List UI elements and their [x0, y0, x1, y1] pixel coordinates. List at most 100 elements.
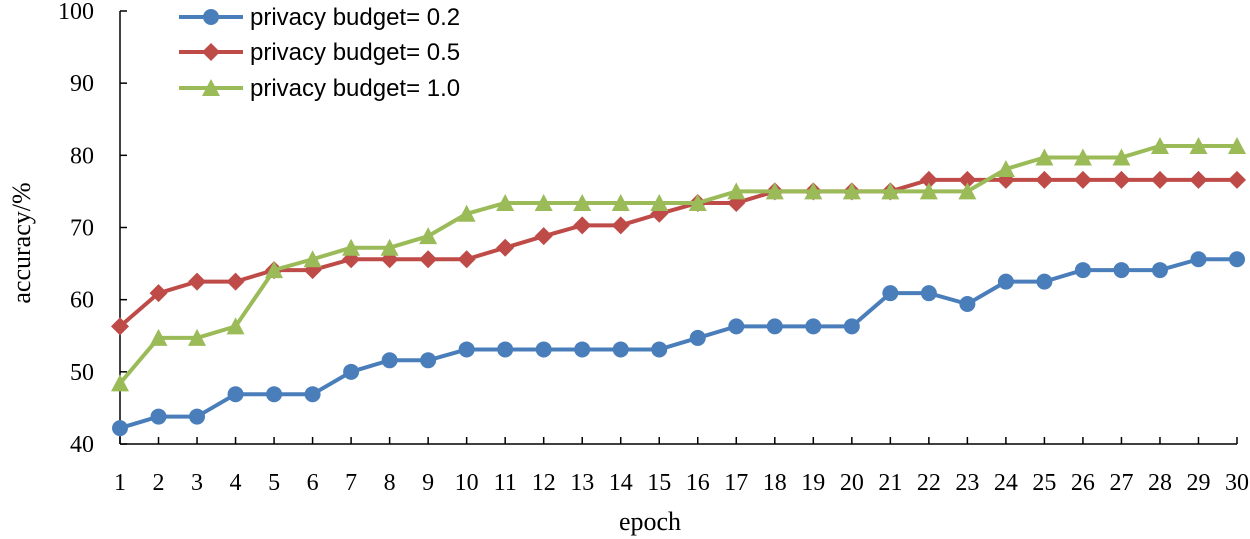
data-point — [149, 328, 168, 346]
series-line — [119, 257, 1237, 431]
y-tick-label: 50 — [70, 360, 94, 386]
x-tick-label: 28 — [1148, 470, 1172, 496]
legend-label: privacy budget= 0.2 — [250, 4, 460, 31]
x-tick-label: 5 — [268, 470, 280, 496]
x-tick-label: 2 — [153, 470, 165, 496]
data-point — [881, 182, 900, 200]
data-point — [1074, 262, 1091, 279]
x-tick-label: 4 — [230, 470, 242, 496]
x-tick-label: 24 — [994, 470, 1018, 496]
legend-entry: privacy budget= 1.0 — [179, 75, 460, 102]
x-tick-label: 12 — [532, 470, 556, 496]
x-axis-title: epoch — [619, 507, 681, 536]
x-tick-label: 20 — [840, 470, 864, 496]
series-3 — [111, 136, 1246, 392]
data-point — [804, 182, 823, 200]
data-point — [1190, 251, 1207, 268]
data-point — [1150, 136, 1169, 154]
data-point — [266, 386, 283, 403]
legend-entry: privacy budget= 0.5 — [179, 39, 460, 66]
x-tick-label: 29 — [1186, 470, 1210, 496]
legend-marker — [202, 43, 220, 61]
x-tick-label: 26 — [1071, 470, 1095, 496]
data-point — [1112, 148, 1131, 166]
chart-legend: privacy budget= 0.2 privacy budget= 0.5 pr… — [179, 4, 460, 102]
data-point — [1150, 170, 1169, 189]
x-tick-label: 16 — [686, 470, 710, 496]
data-point — [958, 170, 977, 189]
data-point — [458, 341, 475, 358]
data-point — [457, 250, 476, 269]
x-tick-label: 10 — [455, 470, 479, 496]
data-point — [149, 284, 168, 303]
data-point — [303, 250, 322, 268]
y-tick-label: 70 — [70, 216, 94, 242]
data-point — [419, 227, 438, 245]
data-point — [611, 216, 630, 235]
x-tick-label: 25 — [1032, 470, 1056, 496]
series-1 — [112, 251, 1245, 437]
data-point — [997, 273, 1014, 290]
y-tick-label: 90 — [70, 71, 94, 97]
x-tick-label: 23 — [955, 470, 979, 496]
data-point — [343, 363, 360, 380]
x-tick-label: 30 — [1225, 470, 1249, 496]
data-point — [1035, 148, 1054, 166]
data-point — [573, 193, 592, 211]
data-point — [882, 285, 899, 302]
data-point — [1228, 170, 1246, 189]
y-tick-label: 40 — [70, 432, 94, 458]
x-tick-label: 7 — [345, 470, 357, 496]
chart-series — [111, 136, 1246, 437]
data-point — [534, 193, 553, 211]
data-point — [1073, 148, 1092, 166]
data-point — [496, 193, 515, 211]
x-tick-label: 21 — [878, 470, 902, 496]
data-point — [805, 318, 822, 335]
y-tick-label: 60 — [70, 288, 94, 314]
data-point — [574, 341, 591, 358]
data-point — [958, 182, 977, 200]
data-point — [612, 341, 629, 358]
data-point — [534, 227, 553, 246]
x-tick-label: 11 — [494, 470, 517, 496]
data-point — [420, 352, 437, 369]
data-point — [111, 317, 129, 336]
data-point — [1151, 262, 1168, 279]
x-tick-label: 1 — [114, 470, 126, 496]
data-point — [765, 182, 784, 200]
data-point — [611, 193, 630, 211]
x-tick-label: 13 — [570, 470, 594, 496]
x-tick-label: 18 — [763, 470, 787, 496]
data-point — [919, 182, 938, 200]
legend-label: privacy budget= 0.5 — [250, 39, 460, 66]
data-point — [304, 386, 321, 403]
y-axis-title: accuracy/% — [7, 182, 36, 303]
data-point — [227, 386, 244, 403]
data-point — [1229, 251, 1245, 268]
data-point — [226, 272, 245, 291]
data-point — [650, 193, 669, 211]
x-tick-label: 3 — [191, 470, 203, 496]
data-point — [1113, 262, 1130, 279]
data-point — [651, 341, 668, 358]
data-point — [457, 204, 476, 222]
data-point — [496, 238, 515, 257]
data-point — [1036, 273, 1053, 290]
data-point — [419, 250, 438, 269]
data-point — [843, 318, 860, 335]
x-tick-label: 9 — [422, 470, 434, 496]
data-point — [226, 317, 245, 335]
data-point — [959, 295, 976, 312]
data-point — [112, 420, 128, 437]
x-tick-label: 27 — [1109, 470, 1133, 496]
x-tick-label: 8 — [384, 470, 396, 496]
legend-marker — [203, 9, 219, 25]
x-tick-label: 19 — [801, 470, 825, 496]
data-point — [111, 374, 129, 392]
data-point — [189, 408, 206, 425]
data-point — [188, 328, 207, 346]
data-point — [842, 182, 861, 200]
